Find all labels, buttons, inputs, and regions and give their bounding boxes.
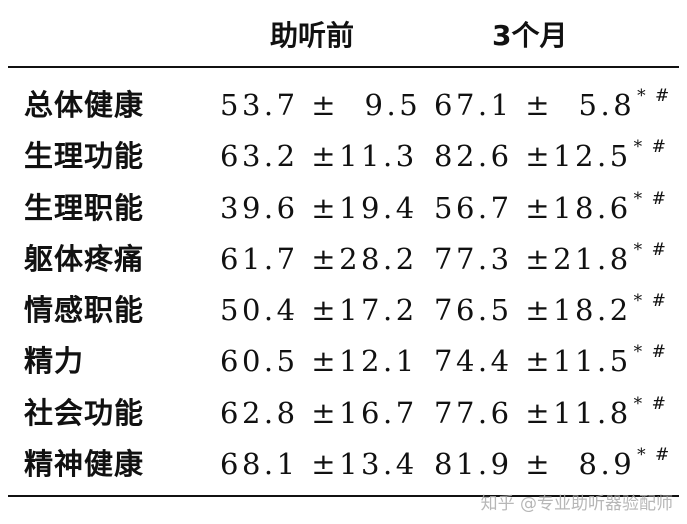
value-before: 63.2 ±11.3 [220,139,418,173]
table-row: 生理功能 63.2 ±11.3 82.6 ±12.5 * # [8,131,679,179]
header-rule [8,66,679,68]
significance-mark: * # [633,394,668,414]
row-label: 生理功能 [24,139,145,173]
value-after: 56.7 ±18.6 * # [434,189,668,225]
significance-mark: * # [633,189,668,209]
value-before: 68.1 ±13.4 [220,447,418,481]
significance-mark: * # [633,291,668,311]
value-before: 61.7 ±28.2 [220,242,418,276]
significance-mark: * # [633,137,668,157]
row-label: 社会功能 [24,396,145,430]
significance-mark: * # [637,86,672,106]
row-label: 精力 [24,344,85,378]
value-before: 39.6 ±19.4 [220,191,418,225]
table-row: 总体健康 53.7 ± 9.5 67.1 ± 5.8 * # [8,80,679,128]
value-after: 77.6 ±11.8 * # [434,394,668,430]
table-row: 精神健康 68.1 ±13.4 81.9 ± 8.9 * # [8,439,679,487]
row-label: 生理职能 [24,191,145,225]
value-after: 82.6 ±12.5 * # [434,137,668,173]
table-row: 情感职能 50.4 ±17.2 76.5 ±18.2 * # [8,285,679,333]
value-after: 77.3 ±21.8 * # [434,240,668,276]
value-before: 50.4 ±17.2 [220,293,418,327]
results-table: 助听前 3个月 总体健康 53.7 ± 9.5 67.1 ± 5.8 * # 生理… [8,8,679,516]
table-row: 生理职能 39.6 ±19.4 56.7 ±18.6 * # [8,183,679,231]
table-row: 躯体疼痛 61.7 ±28.2 77.3 ±21.8 * # [8,234,679,282]
row-label: 总体健康 [24,88,145,122]
value-before: 53.7 ± 9.5 [220,88,422,122]
row-label: 精神健康 [24,447,145,481]
value-before: 60.5 ±12.1 [220,344,418,378]
header-3-months: 3个月 [492,19,568,52]
significance-mark: * # [633,342,668,362]
significance-mark: * # [637,445,672,465]
value-after: 76.5 ±18.2 * # [434,291,668,327]
row-label: 情感职能 [24,293,145,327]
table-row: 精力 60.5 ±12.1 74.4 ±11.5 * # [8,336,679,384]
value-after: 74.4 ±11.5 * # [434,342,668,378]
bottom-rule [8,495,679,497]
watermark: 知乎 @专业助听器验配师 [480,494,673,514]
significance-mark: * # [633,240,668,260]
value-before: 62.8 ±16.7 [220,396,418,430]
value-after: 81.9 ± 8.9 * # [434,445,672,481]
header-before: 助听前 [270,19,355,52]
value-after: 67.1 ± 5.8 * # [434,86,672,122]
table-row: 社会功能 62.8 ±16.7 77.6 ±11.8 * # [8,388,679,436]
row-label: 躯体疼痛 [24,242,145,276]
